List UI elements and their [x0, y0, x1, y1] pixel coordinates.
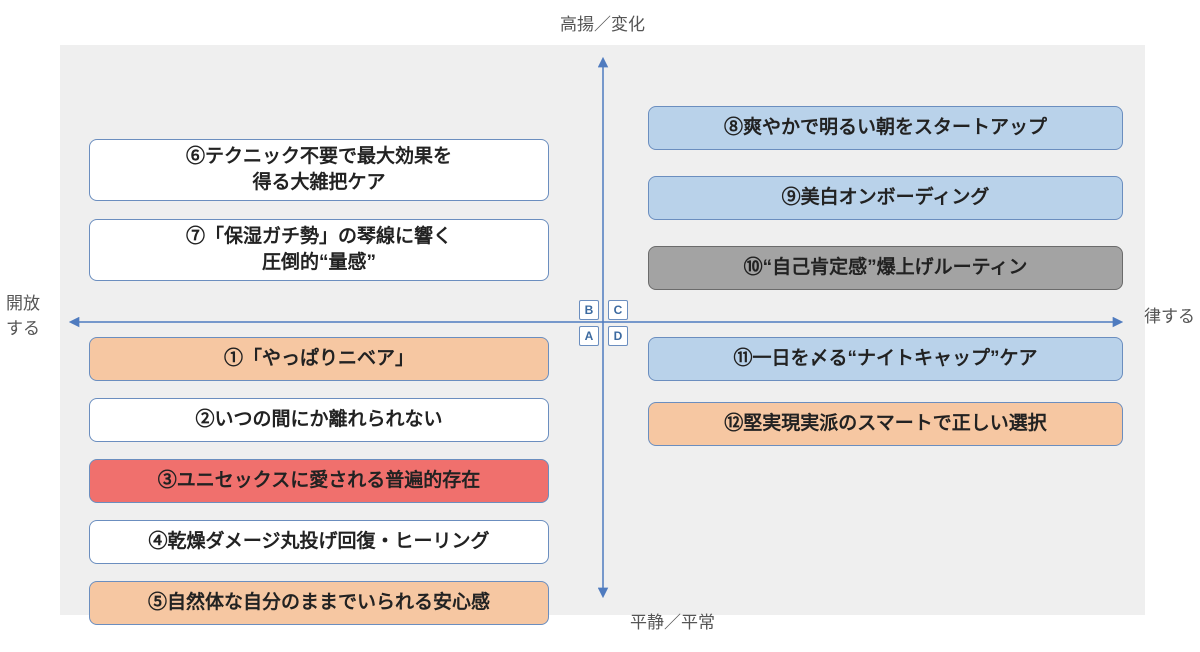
axis-label-right: 律する: [1144, 302, 1195, 327]
card-9: ⑨美白オンボーディング: [648, 176, 1123, 220]
card-6: ⑥テクニック不要で最大効果を得る大雑把ケア: [89, 139, 549, 201]
card-8: ⑧爽やかで明るい朝をスタートアップ: [648, 106, 1123, 150]
axis-label-left: 開放 する: [6, 289, 40, 339]
card-12: ⑫堅実現実派のスマートで正しい選択: [648, 402, 1123, 446]
card-10: ⑩“自己肯定感”爆上げルーティン: [648, 246, 1123, 290]
card-11: ⑪一日を〆る“ナイトキャップ”ケア: [648, 337, 1123, 381]
quadrant-diagram: 高揚／変化 平静／平常 開放 する 律する A B C D ⑥テクニック不要で最…: [0, 0, 1200, 652]
card-3: ③ユニセックスに愛される普遍的存在: [89, 459, 549, 503]
card-5: ⑤自然体な自分のままでいられる安心感: [89, 581, 549, 625]
quadrant-tag-d: D: [608, 326, 628, 346]
quadrant-tag-b: B: [579, 300, 599, 320]
card-1: ①「やっぱりニベア」: [89, 337, 549, 381]
axis-label-bottom: 平静／平常: [630, 608, 715, 633]
card-7: ⑦「保湿ガチ勢」の琴線に響く圧倒的“量感”: [89, 219, 549, 281]
card-2: ②いつの間にか離れられない: [89, 398, 549, 442]
quadrant-tag-c: C: [608, 300, 628, 320]
axis-label-top: 高揚／変化: [560, 10, 645, 35]
card-4: ④乾燥ダメージ丸投げ回復・ヒーリング: [89, 520, 549, 564]
quadrant-tag-a: A: [579, 326, 599, 346]
